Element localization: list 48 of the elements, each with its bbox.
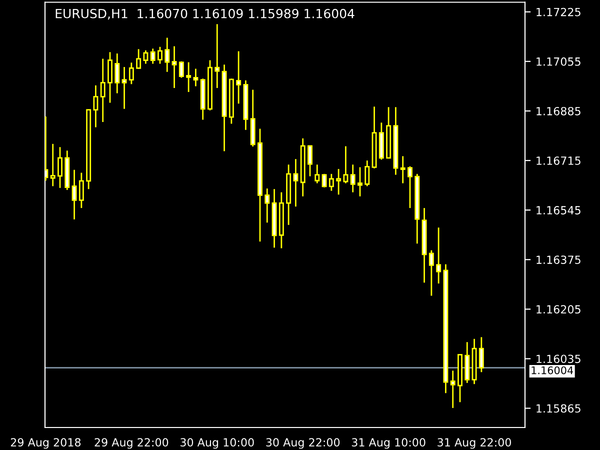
candlestick	[450, 370, 456, 409]
candlestick	[264, 188, 270, 224]
candlestick	[100, 58, 106, 123]
y-tick-label: 1.16205	[536, 305, 580, 314]
candlestick	[122, 66, 127, 110]
candlestick	[193, 68, 198, 87]
candlestick	[436, 226, 442, 284]
candlestick	[272, 188, 277, 248]
candlestick	[350, 164, 356, 193]
candlestick	[114, 52, 120, 94]
y-tick-label: 1.16885	[536, 106, 580, 116]
candlestick	[186, 62, 192, 93]
y-tick-label: 1.16035	[536, 354, 580, 364]
candlestick	[72, 169, 77, 220]
y-tick-label: 1.16375	[536, 256, 580, 264]
candlestick	[336, 168, 342, 196]
x-tick-label: 29 Aug 2018	[10, 438, 81, 449]
candlestick	[422, 207, 427, 284]
chart-title: EURUSD,H1 1.16070 1.16109 1.15989 1.16004	[56, 8, 354, 20]
candlestick	[222, 64, 227, 152]
candlestick	[393, 106, 398, 176]
y-tick-label: 1.16715	[536, 156, 580, 165]
x-tick-label: 31 Aug 22:00	[438, 438, 512, 449]
x-tick-label: 29 Aug 22:00	[94, 438, 168, 449]
candlestick	[343, 146, 348, 184]
y-tick-label: 1.16545	[536, 206, 580, 214]
candlestick	[358, 166, 362, 198]
candlestick	[58, 146, 62, 189]
candlestick	[293, 158, 298, 208]
candlestick	[258, 128, 262, 242]
candlestick	[164, 37, 170, 73]
x-tick-label: 30 Aug 22:00	[266, 438, 340, 449]
candlestick	[78, 172, 84, 209]
candlestick	[93, 84, 98, 128]
candlestick	[286, 164, 292, 226]
candlestick	[278, 192, 284, 249]
y-tick-label: 1.15865	[536, 404, 580, 413]
candlestick	[236, 50, 242, 104]
ref-line-label: 1.16004	[532, 366, 574, 374]
y-tick-label: 1.17055	[536, 57, 580, 66]
candlestick	[400, 155, 406, 184]
candlestick	[172, 46, 177, 89]
candlestick	[214, 23, 220, 89]
x-tick-label: 30 Aug 10:00	[180, 438, 254, 449]
candlestick	[50, 143, 56, 187]
y-tick-label: 1.17225	[536, 8, 580, 16]
x-tick-label: 31 Aug 10:00	[352, 438, 426, 449]
candlestick	[300, 138, 306, 198]
